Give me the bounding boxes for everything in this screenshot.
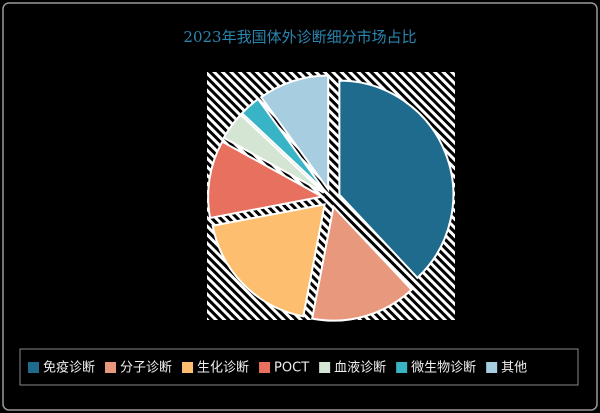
legend-label: POCT (274, 361, 309, 376)
pie-slice (207, 140, 326, 220)
chart-title: 2023年我国体外诊断细分市场占比 (183, 28, 416, 46)
legend-swatch (105, 362, 117, 373)
legend-label: 微生物诊断 (411, 361, 476, 376)
legend-items: 免疫诊断 分子诊断 生化诊断 POCT 血液诊断 微生物诊断 其他 (28, 360, 527, 376)
legend-label: 免疫诊断 (43, 360, 95, 376)
pie-slice (310, 204, 413, 322)
legend-swatch (319, 362, 331, 373)
pie-slice (211, 203, 326, 318)
legend-label: 生化诊断 (197, 361, 249, 376)
legend-label: 分子诊断 (120, 361, 172, 376)
pie-slice (222, 113, 325, 194)
legend-label: 其他 (501, 361, 527, 376)
legend-swatch (259, 362, 271, 373)
pie-slice (240, 97, 326, 192)
legend-swatch (28, 362, 39, 373)
legend-swatch (486, 362, 498, 373)
legend-swatch (396, 362, 408, 373)
legend-swatch (182, 362, 194, 373)
legend-label: 血液诊断 (334, 361, 386, 376)
pie-slice (259, 74, 330, 193)
pie-slice (338, 79, 455, 280)
pie (207, 74, 455, 322)
